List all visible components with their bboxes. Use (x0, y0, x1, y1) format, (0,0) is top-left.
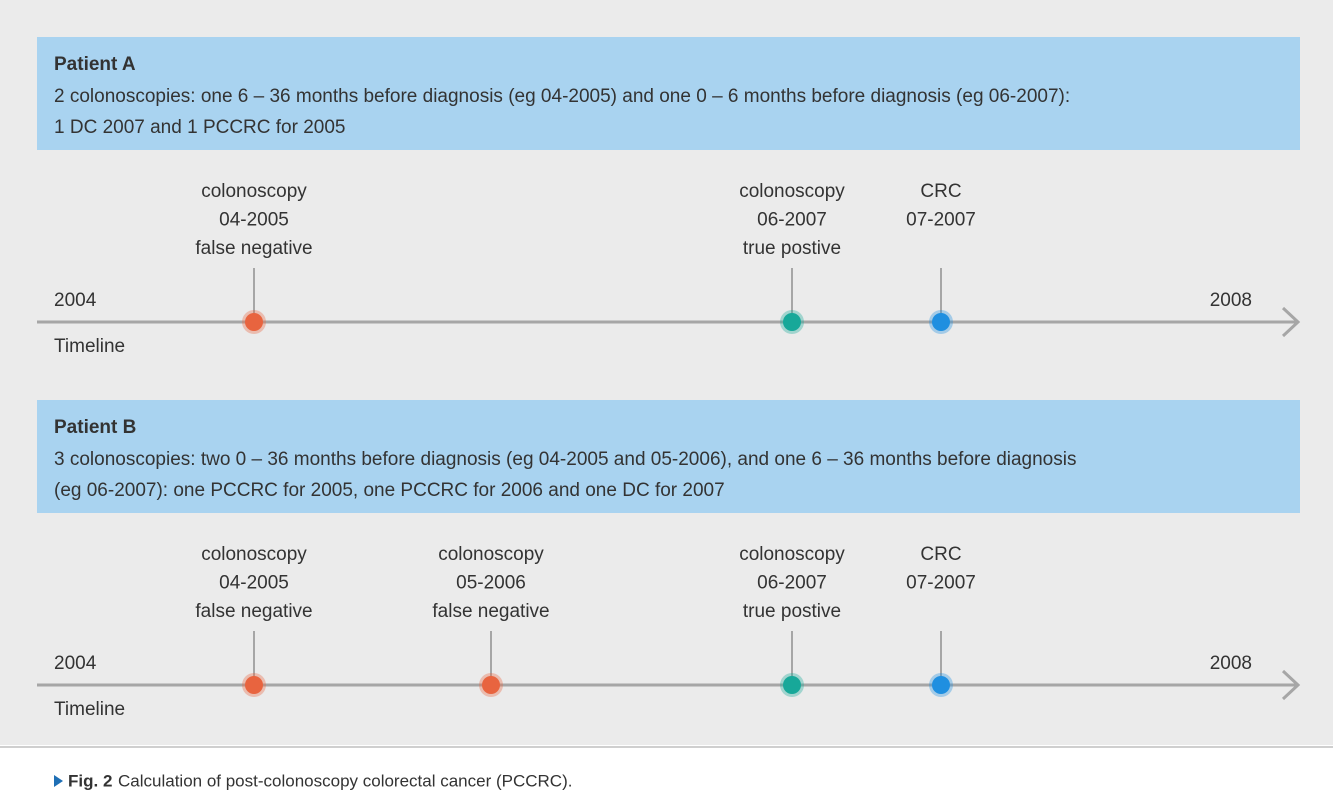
event-label: 07-2007 (906, 210, 976, 231)
event-marker (783, 676, 801, 694)
event-label: colonoscopy (438, 544, 544, 565)
event-label: colonoscopy (201, 181, 307, 202)
event-label: colonoscopy (739, 544, 845, 565)
event-label: true postive (743, 238, 841, 259)
timeline-label: Timeline (54, 699, 125, 720)
timeline-arrow (1281, 669, 1301, 701)
timeline-arrow (1281, 306, 1301, 338)
event-label: colonoscopy (739, 181, 845, 202)
event-label: true postive (743, 601, 841, 622)
event-label: false negative (432, 601, 549, 622)
timeline-end: 2008 (1210, 290, 1252, 311)
patient-description: (eg 06-2007): one PCCRC for 2005, one PC… (54, 480, 725, 501)
caption-text: Calculation of post-colonoscopy colorect… (118, 771, 572, 790)
event-label: false negative (195, 601, 312, 622)
event-marker (783, 313, 801, 331)
timeline-end: 2008 (1210, 653, 1252, 674)
timeline-start: 2004 (54, 653, 97, 674)
event-label: 06-2007 (757, 210, 827, 231)
event-label: 06-2007 (757, 573, 827, 594)
timeline-start: 2004 (54, 290, 97, 311)
timeline-label: Timeline (54, 336, 125, 357)
patient-description: 3 colonoscopies: two 0 – 36 months befor… (54, 449, 1076, 470)
caption-marker (54, 775, 63, 787)
event-label: false negative (195, 238, 312, 259)
event-marker (245, 313, 263, 331)
patient-description: 2 colonoscopies: one 6 – 36 months befor… (54, 86, 1070, 107)
event-marker (245, 676, 263, 694)
event-label: 04-2005 (219, 210, 289, 231)
event-label: colonoscopy (201, 544, 307, 565)
event-marker (932, 676, 950, 694)
patient-box (37, 37, 1300, 150)
event-marker (932, 313, 950, 331)
patient-title: Patient A (54, 54, 136, 75)
event-label: 07-2007 (906, 573, 976, 594)
patient-description: 1 DC 2007 and 1 PCCRC for 2005 (54, 117, 346, 138)
event-label: 05-2006 (456, 573, 526, 594)
event-label: CRC (920, 544, 961, 565)
event-marker (482, 676, 500, 694)
event-label: CRC (920, 181, 961, 202)
event-label: 04-2005 (219, 573, 289, 594)
patient-box (37, 400, 1300, 513)
caption-label: Fig. 2 (68, 771, 112, 790)
patient-title: Patient B (54, 417, 136, 438)
